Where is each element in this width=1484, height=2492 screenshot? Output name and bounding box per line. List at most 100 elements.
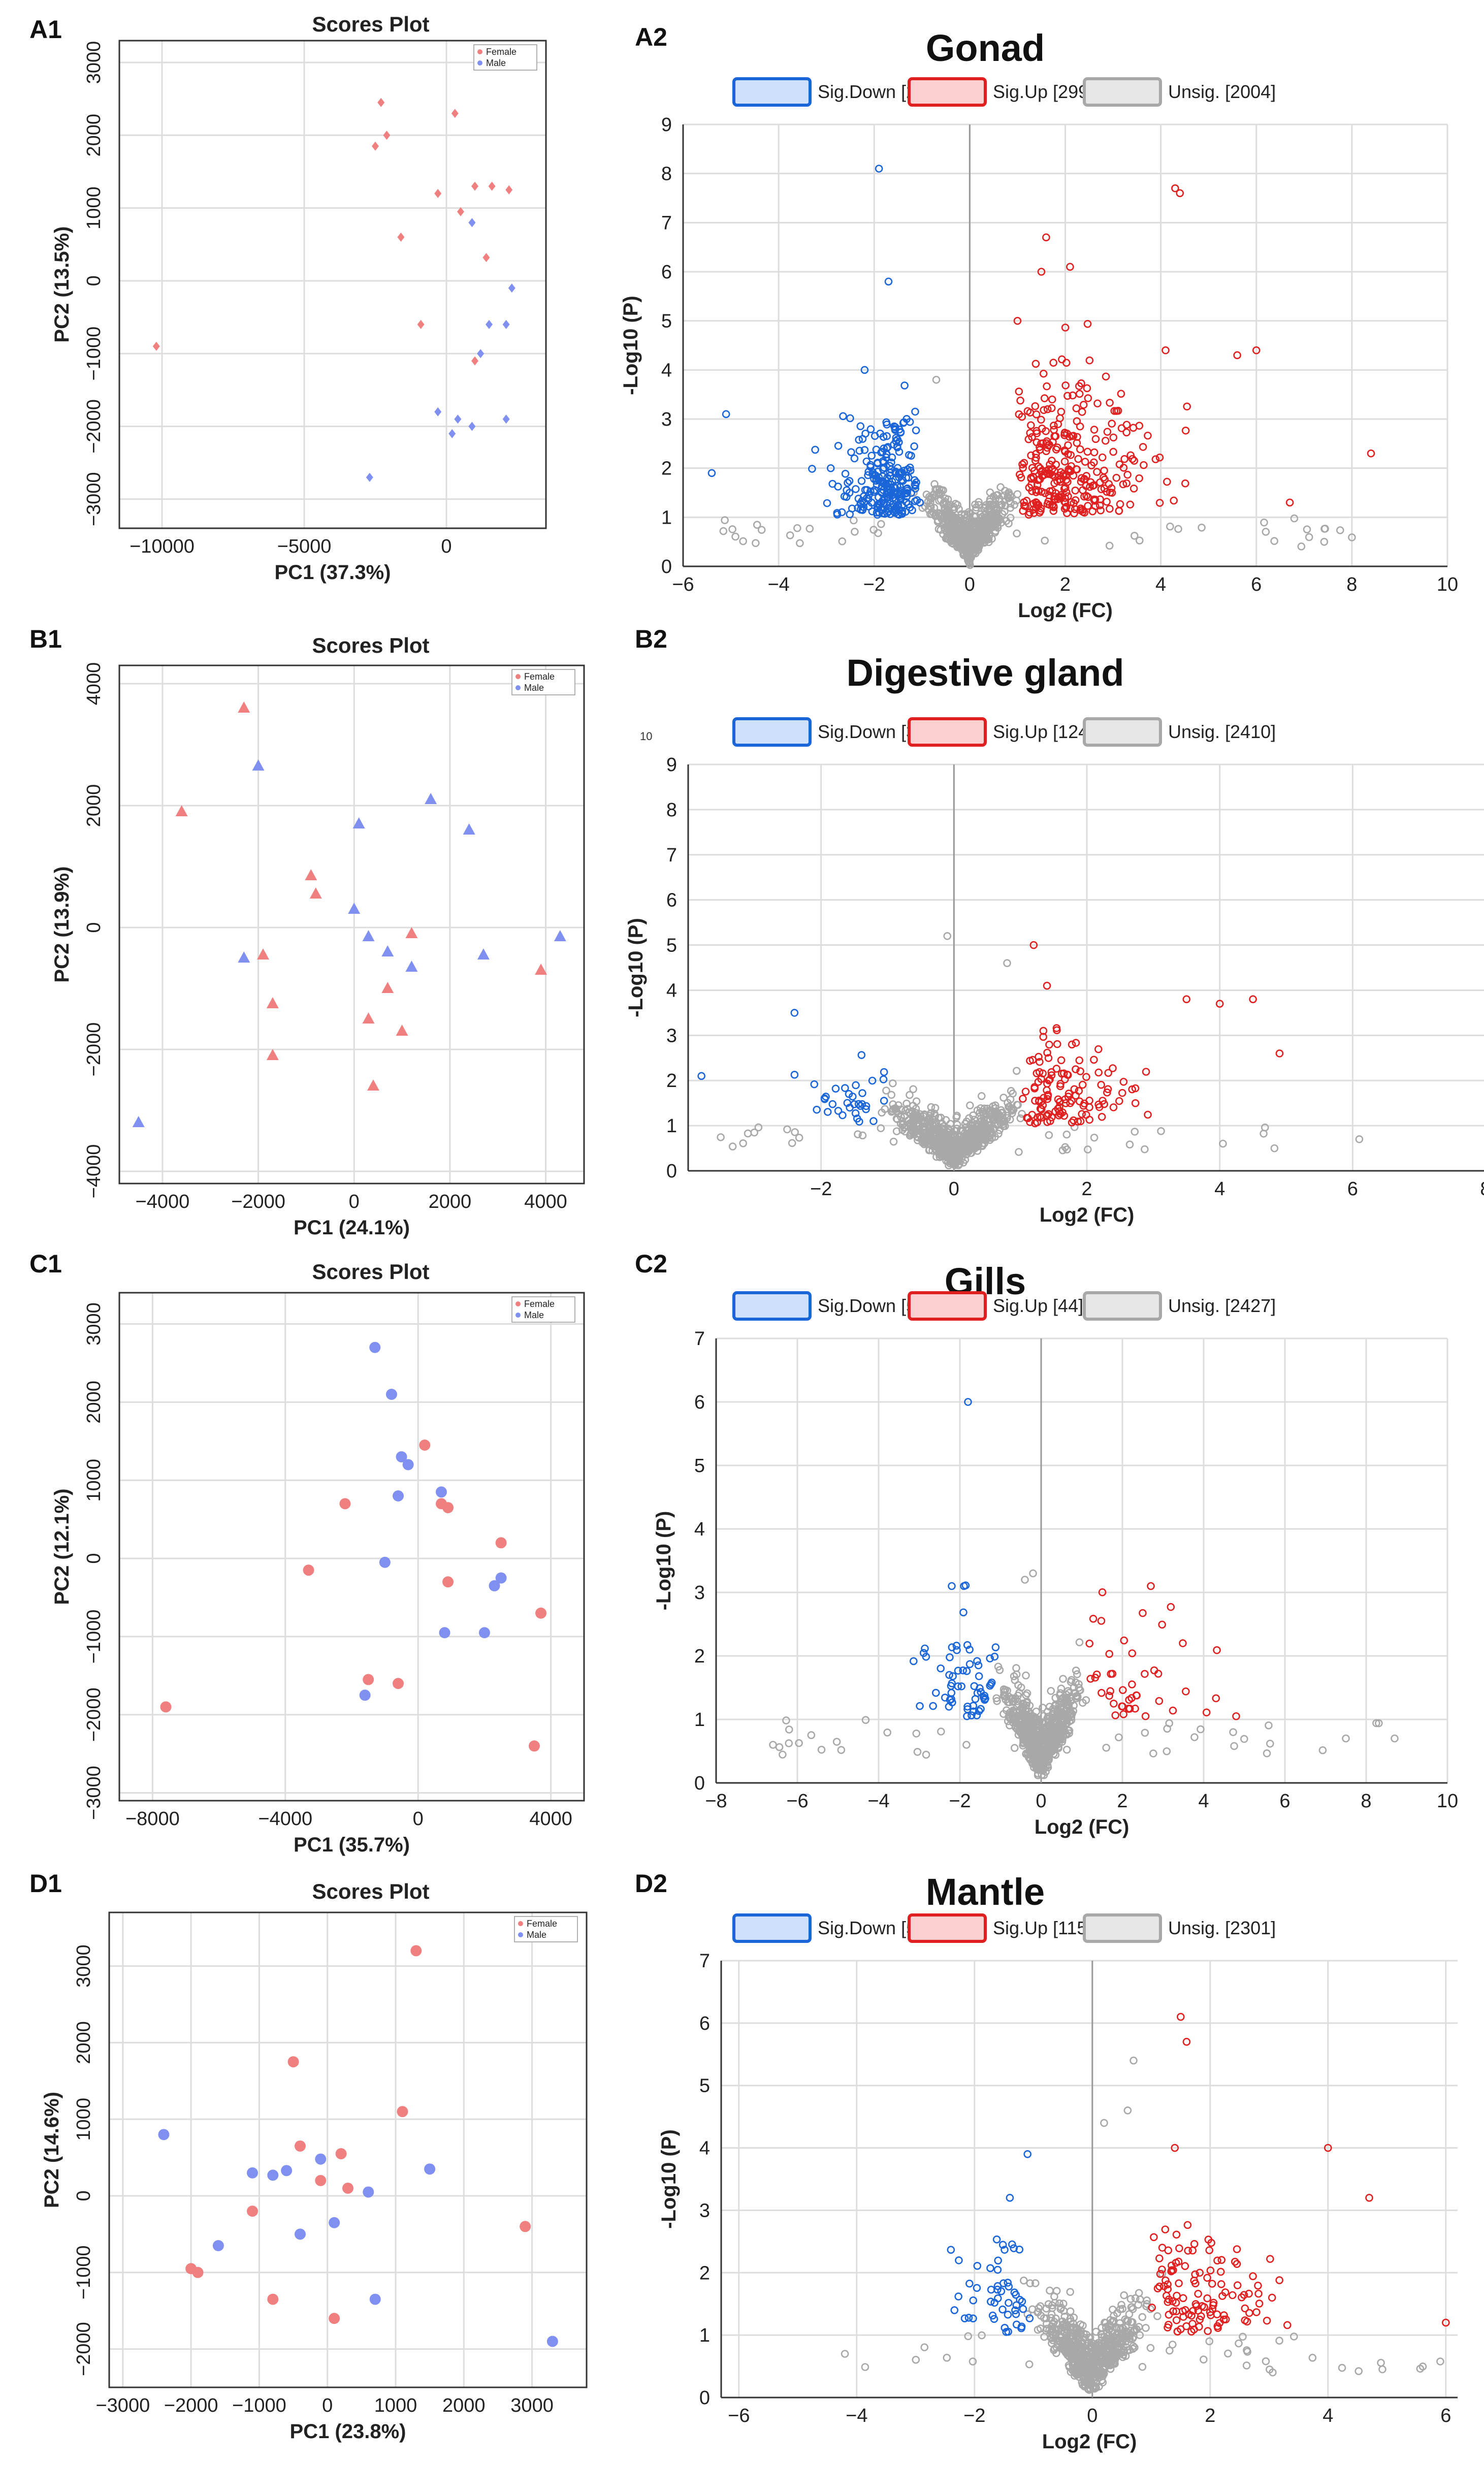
point-highlight bbox=[1123, 2106, 1132, 2115]
point-sig-up bbox=[1045, 1040, 1053, 1049]
point-unsig bbox=[969, 541, 978, 550]
point-sig-up bbox=[1021, 502, 1030, 510]
point-unsig bbox=[1290, 2333, 1298, 2341]
point-sig-down bbox=[959, 1608, 967, 1617]
point-unsig bbox=[1011, 1695, 1020, 1703]
point-male bbox=[267, 2169, 279, 2181]
panel-d2: D2 Mantle −6 −4 −2 0 2 4 6 0 1 2 3 4 5 6 7 Log2 (FC) -Log1… bbox=[635, 1869, 1458, 2453]
point-highlight bbox=[875, 165, 883, 173]
point-unsig bbox=[925, 502, 934, 510]
panel-b2: B2 Digestive gland −2 0 2 4 6 8 0 1 2 3 4 5 6 7 8 9 Log2 (… bbox=[625, 625, 1484, 1226]
y-tick-label: 4 bbox=[661, 360, 672, 381]
point-female bbox=[383, 131, 391, 140]
point-highlight bbox=[697, 1072, 705, 1080]
point-sig-down bbox=[872, 445, 881, 454]
point-highlight bbox=[1042, 233, 1050, 242]
legend-box bbox=[511, 669, 575, 695]
point-sig-up bbox=[1095, 501, 1104, 509]
point-sig-down bbox=[1015, 2245, 1024, 2254]
point-female bbox=[287, 2056, 299, 2068]
point-sig-up bbox=[1091, 435, 1100, 443]
point-sig-up bbox=[1254, 2289, 1263, 2298]
point-sig-up bbox=[1019, 464, 1027, 472]
point-sig-up bbox=[1047, 1068, 1056, 1076]
point-unsig bbox=[1072, 1666, 1080, 1675]
point-unsig bbox=[1026, 1750, 1035, 1758]
panel-label: D2 bbox=[635, 1869, 667, 1898]
point-female bbox=[192, 2266, 204, 2278]
point-female bbox=[247, 2206, 258, 2217]
point-sig-down bbox=[941, 1694, 949, 1702]
point-sig-up bbox=[1078, 1110, 1086, 1118]
point-highlight bbox=[1130, 2056, 1138, 2065]
panel-a2: A2 Gonad −6 −4 −2 0 2 4 6 8 10 0 1 2 3 4 5 6 7 8 9 Log2 (FC) -… bbox=[620, 23, 1458, 622]
point-sig-up bbox=[1043, 405, 1052, 413]
point-unsig bbox=[1010, 501, 1019, 509]
point-sig-up bbox=[1064, 441, 1072, 450]
point-unsig bbox=[1045, 1755, 1053, 1764]
point-sig-up bbox=[1061, 324, 1070, 332]
point-unsig bbox=[969, 1111, 977, 1120]
point-male bbox=[396, 1451, 407, 1463]
scores-plot-title: Scores Plot bbox=[312, 1879, 429, 1903]
point-highlight bbox=[1176, 189, 1184, 198]
point-unsig bbox=[1336, 526, 1344, 534]
x-tick-label: 6 bbox=[1279, 1791, 1290, 1812]
point-unsig bbox=[1110, 2341, 1118, 2350]
point-sig-up bbox=[1155, 2254, 1164, 2262]
point-highlight bbox=[943, 932, 952, 940]
point-unsig bbox=[1121, 2315, 1130, 2323]
point-sig-up bbox=[1118, 1089, 1126, 1097]
point-sig-up bbox=[1167, 2267, 1175, 2276]
point-sig-down bbox=[898, 509, 907, 518]
point-unsig bbox=[1027, 1730, 1036, 1739]
y-tick-label: 2 bbox=[666, 1070, 677, 1092]
point-sig-up bbox=[1209, 2298, 1218, 2307]
point-unsig bbox=[1109, 2305, 1117, 2314]
point-sig-up bbox=[1086, 1675, 1095, 1683]
point-unsig bbox=[1153, 2312, 1162, 2320]
point-highlight bbox=[860, 366, 869, 374]
point-sig-down bbox=[875, 508, 884, 517]
point-sig-up bbox=[1172, 2258, 1180, 2267]
point-female bbox=[372, 141, 379, 151]
point-sig-down bbox=[960, 2314, 969, 2323]
y-tick-label: −2000 bbox=[83, 1687, 105, 1742]
point-sig-up bbox=[1086, 483, 1094, 491]
point-unsig bbox=[788, 1139, 796, 1147]
point-sig-up bbox=[1039, 1027, 1048, 1035]
point-unsig bbox=[793, 524, 801, 532]
point-sig-up bbox=[1106, 1687, 1114, 1696]
point-sig-down bbox=[953, 1646, 961, 1654]
y-tick-label: 0 bbox=[666, 1161, 677, 1182]
point-unsig bbox=[1308, 2353, 1317, 2362]
point-unsig bbox=[1354, 2367, 1363, 2375]
point-unsig bbox=[969, 548, 977, 557]
x-tick-label: −8000 bbox=[125, 1808, 180, 1830]
point-unsig bbox=[1018, 1110, 1026, 1118]
point-unsig bbox=[902, 1099, 911, 1108]
plot-frame bbox=[108, 1911, 588, 2388]
point-unsig bbox=[1377, 2358, 1385, 2367]
legend-label-sig-up: Sig.Up [299] bbox=[993, 81, 1093, 102]
point-unsig bbox=[1168, 2340, 1177, 2349]
point-male bbox=[238, 951, 250, 963]
point-sig-up bbox=[1075, 1087, 1083, 1095]
point-sig-down bbox=[991, 1643, 1000, 1651]
point-highlight bbox=[1029, 1569, 1037, 1578]
panel-label: A1 bbox=[29, 15, 62, 44]
point-sig-up bbox=[1035, 1097, 1043, 1106]
y-tick-label: 3000 bbox=[83, 1302, 105, 1346]
point-unsig bbox=[919, 1130, 928, 1138]
y-tick-label: 1000 bbox=[73, 2098, 94, 2141]
point-sig-up bbox=[1181, 479, 1189, 488]
x-tick-label: 6 bbox=[1347, 1178, 1358, 1200]
y-tick-label: 3 bbox=[666, 1025, 677, 1046]
point-sig-up bbox=[1120, 455, 1128, 463]
y-tick-label: 2 bbox=[694, 1646, 705, 1667]
volcano-title: Digestive gland bbox=[847, 652, 1124, 694]
point-sig-up bbox=[1080, 475, 1088, 484]
point-sig-up bbox=[1194, 2290, 1202, 2298]
point-unsig bbox=[887, 1091, 896, 1099]
point-unsig bbox=[887, 1108, 896, 1116]
